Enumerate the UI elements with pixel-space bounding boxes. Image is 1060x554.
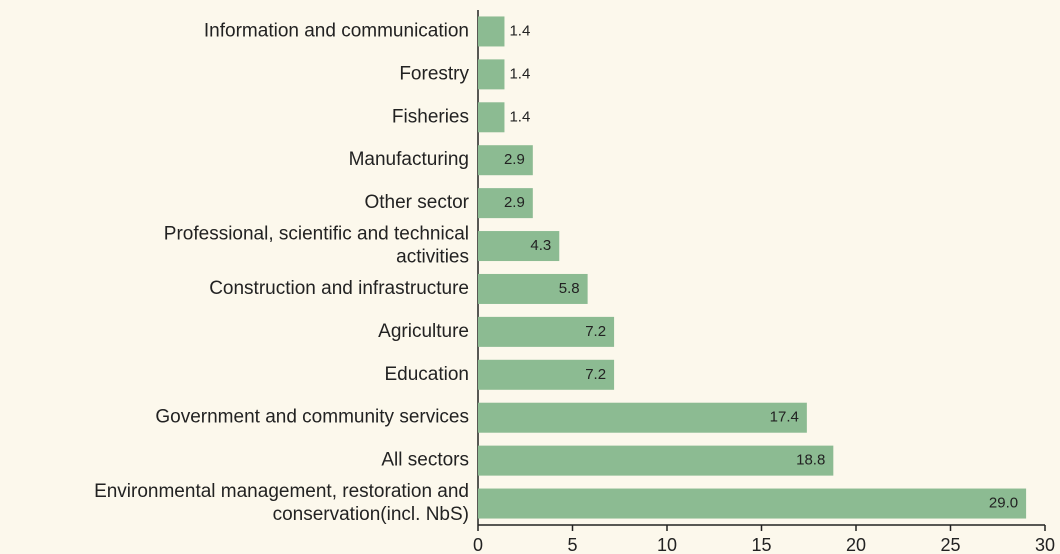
value-label: 18.8 — [796, 452, 825, 469]
category-label: Environmental management, restoration an… — [94, 481, 469, 525]
value-label: 7.2 — [585, 366, 606, 383]
value-label: 7.2 — [585, 323, 606, 340]
x-tick-label: 10 — [657, 535, 677, 554]
value-label: 29.0 — [989, 495, 1018, 512]
x-tick-label: 15 — [751, 535, 771, 554]
bar — [478, 402, 807, 433]
category-label: Government and community services — [155, 407, 469, 428]
value-label: 2.9 — [504, 194, 525, 211]
category-label: Professional, scientific and technical ac… — [164, 224, 469, 268]
value-label: 1.4 — [509, 65, 530, 82]
x-tick-label: 0 — [473, 535, 483, 554]
category-label: Construction and infrastructure — [209, 278, 469, 299]
category-label: Forestry — [399, 63, 469, 84]
value-label: 17.4 — [770, 409, 799, 426]
bar — [478, 488, 1027, 519]
bar — [478, 145, 533, 176]
category-label: Fisheries — [392, 106, 469, 127]
category-label: Information and communication — [204, 20, 469, 41]
category-label: Other sector — [364, 192, 469, 213]
bar — [478, 102, 505, 133]
bar — [478, 273, 588, 304]
bar — [478, 445, 834, 476]
value-label: 1.4 — [509, 108, 530, 125]
category-label: Agriculture — [378, 321, 469, 342]
value-label: 2.9 — [504, 151, 525, 168]
x-tick-label: 30 — [1035, 535, 1055, 554]
bar — [478, 188, 533, 219]
category-label: All sectors — [381, 450, 469, 471]
x-tick-label: 25 — [940, 535, 960, 554]
bar — [478, 316, 615, 347]
bar — [478, 16, 505, 47]
category-label: Manufacturing — [349, 149, 469, 170]
value-label: 1.4 — [509, 22, 530, 39]
value-label: 4.3 — [530, 237, 551, 254]
x-tick-label: 5 — [567, 535, 577, 554]
x-tick-label: 20 — [846, 535, 866, 554]
bar — [478, 231, 560, 262]
category-label: Education — [384, 364, 469, 385]
bar — [478, 359, 615, 390]
value-label: 5.8 — [559, 280, 580, 297]
bar — [478, 59, 505, 90]
